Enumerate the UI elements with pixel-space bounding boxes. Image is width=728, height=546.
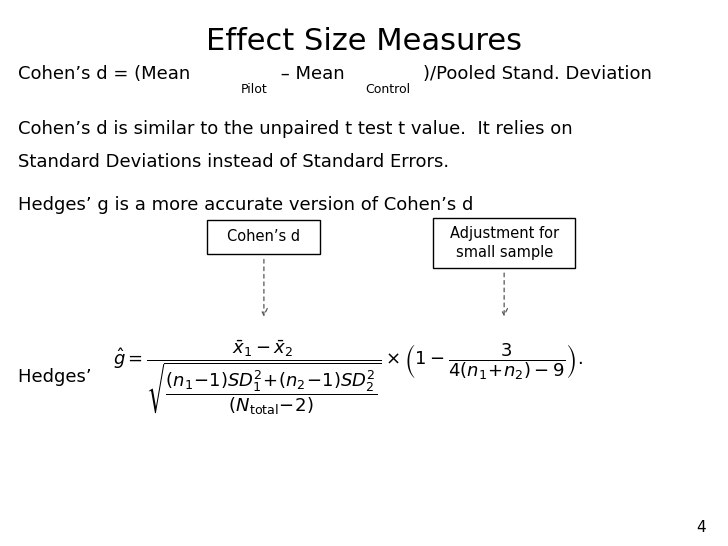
Text: Cohen’s d: Cohen’s d <box>227 229 301 245</box>
Text: Cohen’s d = (Mean: Cohen’s d = (Mean <box>18 65 191 83</box>
Text: Standard Deviations instead of Standard Errors.: Standard Deviations instead of Standard … <box>18 152 449 170</box>
Text: Hedges’: Hedges’ <box>18 368 98 385</box>
Text: Pilot: Pilot <box>240 83 267 96</box>
Text: 4: 4 <box>697 520 706 535</box>
Text: Hedges’ g is a more accurate version of Cohen’s d: Hedges’ g is a more accurate version of … <box>18 196 474 214</box>
Text: )/Pooled Stand. Deviation: )/Pooled Stand. Deviation <box>423 65 652 83</box>
Text: Control: Control <box>365 83 410 96</box>
Text: Cohen’s d is similar to the unpaired t test t value.  It relies on: Cohen’s d is similar to the unpaired t t… <box>18 120 573 138</box>
Text: – Mean: – Mean <box>275 65 344 83</box>
Text: Adjustment for
small sample: Adjustment for small sample <box>450 225 558 260</box>
FancyBboxPatch shape <box>433 218 575 268</box>
FancyBboxPatch shape <box>207 220 320 254</box>
Text: Effect Size Measures: Effect Size Measures <box>206 27 522 56</box>
Text: $\hat{g} = \dfrac{\bar{x}_1 - \bar{x}_2}{\sqrt{\dfrac{(n_1\!-\!1)SD_1^2\!+\!(n_2: $\hat{g} = \dfrac{\bar{x}_1 - \bar{x}_2}… <box>113 338 582 416</box>
